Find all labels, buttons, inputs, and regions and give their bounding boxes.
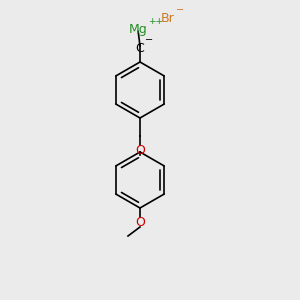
Text: Br: Br xyxy=(161,13,175,26)
Text: O: O xyxy=(135,215,145,229)
Text: −: − xyxy=(145,35,153,45)
Text: O: O xyxy=(135,143,145,157)
Text: ++: ++ xyxy=(148,17,163,26)
Text: C: C xyxy=(136,41,144,55)
Text: −: − xyxy=(176,5,184,15)
Text: Mg: Mg xyxy=(129,23,147,37)
